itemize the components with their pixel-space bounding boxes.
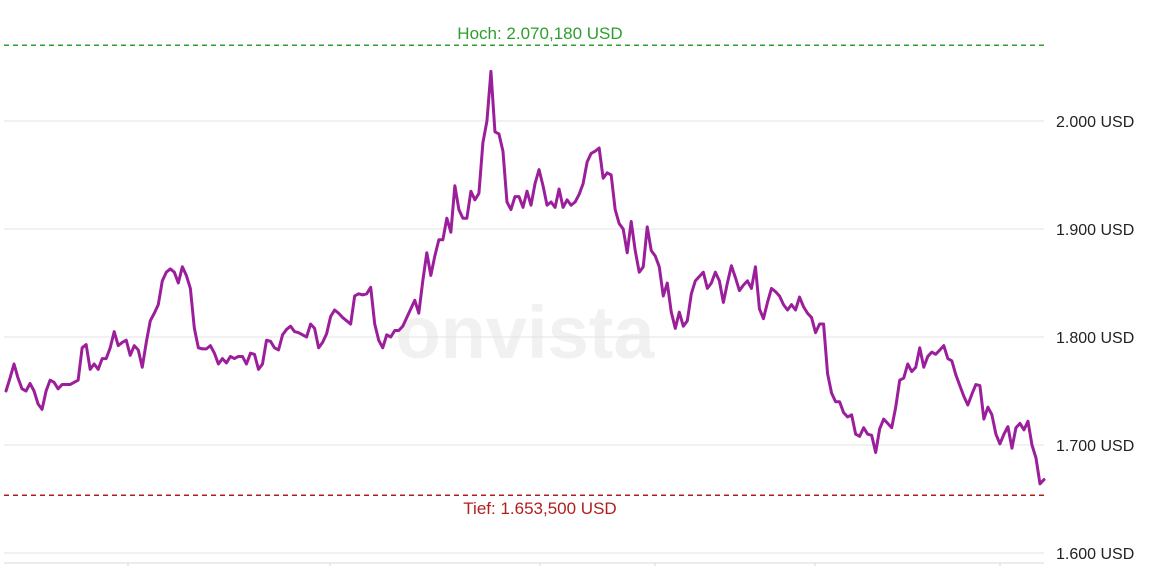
y-tick-label: 1.900 USD bbox=[1056, 222, 1134, 239]
low-reference-label: Tief: 1.653,500 USD bbox=[463, 499, 616, 518]
y-axis: 1.600 USD 1.700 USD 1.800 USD 1.900 USD 2.00… bbox=[1056, 114, 1134, 563]
y-tick-label: 1.800 USD bbox=[1056, 330, 1134, 347]
grid-layer bbox=[4, 120, 1044, 566]
high-reference-label: Hoch: 2.070,180 USD bbox=[457, 24, 622, 43]
y-tick-label: 1.600 USD bbox=[1056, 546, 1134, 563]
watermark-logo: onvista bbox=[395, 291, 655, 374]
y-tick-label: 1.700 USD bbox=[1056, 438, 1134, 455]
reference-lines: Hoch: 2.070,180 USD Tief: 1.653,500 USD bbox=[4, 24, 1044, 518]
series-layer bbox=[4, 69, 1046, 486]
y-tick-label: 2.000 USD bbox=[1056, 114, 1134, 131]
watermark-layer: onvista bbox=[395, 291, 655, 374]
price-series-line bbox=[4, 69, 1046, 486]
